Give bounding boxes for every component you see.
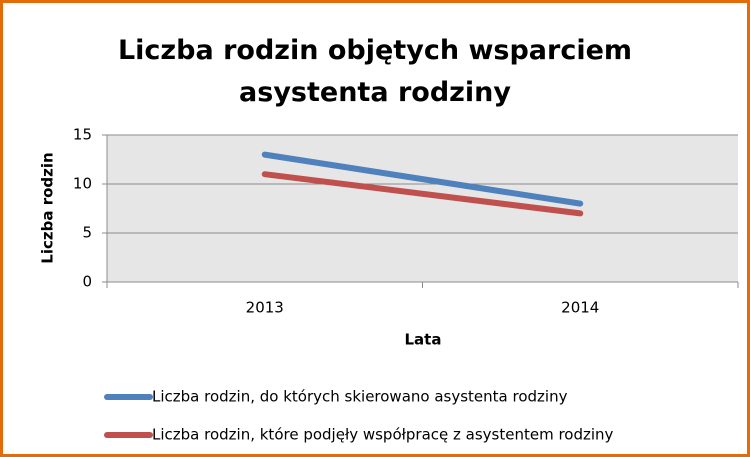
plot-area: [107, 135, 738, 282]
series-line: [261, 171, 584, 217]
chart-title: Liczba rodzin objętych wsparciem asysten…: [117, 35, 633, 108]
y-axis-label: Liczba rodzin: [39, 152, 57, 263]
y-tick-label: 0: [82, 273, 92, 291]
legend-label: Liczba rodzin, do których skierowano asy…: [152, 388, 568, 406]
x-tick-label: 2014: [561, 299, 599, 317]
y-tick-label: 10: [73, 175, 92, 193]
y-tick-label: 15: [73, 126, 92, 144]
x-tick-label: 2013: [246, 299, 284, 317]
series-line: [261, 151, 584, 207]
x-axis-label: Lata: [405, 331, 442, 349]
legend-label: Liczba rodzin, które podjęły współpracę …: [152, 426, 614, 444]
y-tick-label: 5: [82, 224, 92, 242]
